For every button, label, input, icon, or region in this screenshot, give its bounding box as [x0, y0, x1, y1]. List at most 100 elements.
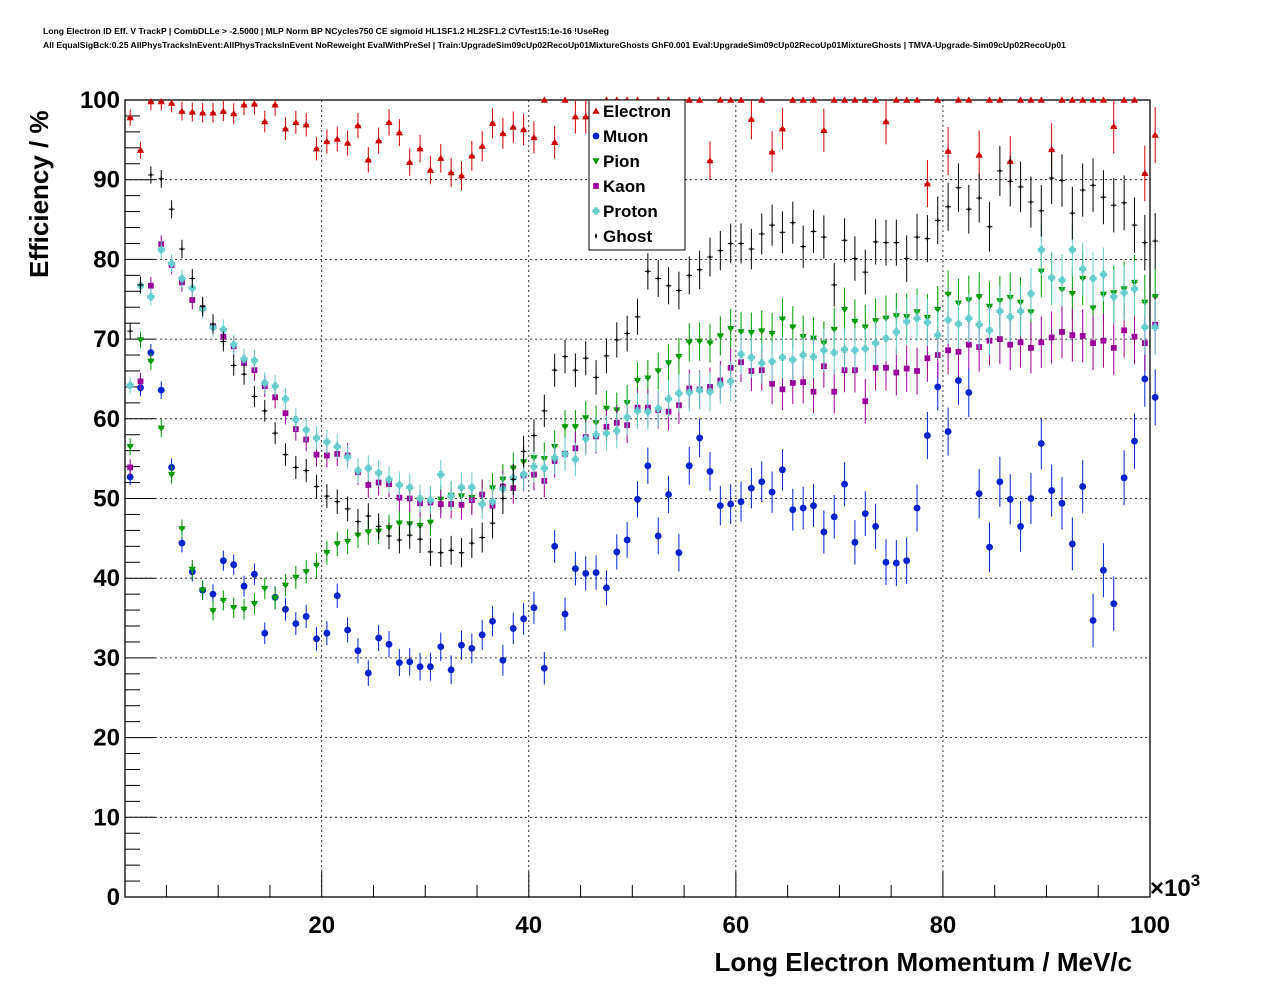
x-tick-label: 40: [515, 912, 542, 939]
data-point: [830, 96, 838, 103]
data-point: [1130, 285, 1139, 293]
data-point: [1068, 540, 1076, 548]
data-point: [1079, 333, 1086, 339]
data-point: [843, 237, 846, 244]
data-point: [737, 498, 745, 506]
data-point: [530, 463, 538, 471]
data-point: [292, 118, 300, 126]
data-point: [188, 566, 196, 574]
data-point: [395, 659, 403, 667]
data-point: [333, 541, 341, 548]
data-point: [716, 96, 724, 103]
data-point: [1089, 274, 1097, 283]
data-point: [139, 281, 142, 289]
data-point: [747, 484, 755, 492]
data-point: [789, 506, 797, 514]
data-point: [478, 142, 486, 149]
data-point: [965, 341, 972, 348]
data-point: [180, 245, 184, 253]
data-point: [924, 355, 931, 362]
data-point: [1037, 246, 1045, 254]
data-point: [812, 228, 815, 235]
data-point: [323, 629, 331, 637]
data-point: [458, 641, 465, 649]
data-point: [1122, 199, 1126, 207]
data-point: [148, 282, 154, 289]
data-point: [312, 145, 321, 152]
data-point: [240, 582, 248, 590]
data-point: [633, 377, 642, 385]
data-point: [137, 378, 144, 385]
data-point: [447, 492, 455, 500]
data-point: [892, 96, 900, 103]
data-point: [219, 325, 227, 334]
data-point: [292, 574, 300, 582]
data-point: [996, 478, 1004, 486]
data-point: [375, 634, 383, 642]
data-point: [779, 466, 786, 474]
legend-marker-pion: [592, 158, 600, 165]
data-point: [157, 386, 165, 394]
data-point: [883, 364, 889, 371]
data-point: [1120, 289, 1128, 297]
data-point: [1019, 183, 1022, 191]
data-point: [926, 235, 929, 242]
x-tick-label: 20: [308, 912, 335, 939]
data-point: [551, 138, 559, 145]
data-point: [336, 498, 339, 505]
data-point: [272, 394, 279, 401]
axis-labels: Long Electron Momentum / MeV/c Efficienc…: [24, 87, 1200, 977]
data-point: [967, 205, 970, 213]
data-point: [499, 656, 507, 664]
data-point: [540, 664, 548, 672]
y-tick-label: 50: [93, 486, 120, 513]
data-point: [903, 557, 911, 565]
data-point: [954, 96, 963, 103]
data-point: [147, 97, 155, 105]
data-point: [688, 272, 691, 279]
data-point: [416, 145, 424, 152]
data-point: [344, 538, 352, 546]
data-point: [1099, 96, 1108, 103]
data-point: [841, 480, 848, 488]
data-point: [800, 379, 807, 386]
data-point: [230, 341, 238, 349]
data-point: [799, 351, 807, 359]
data-point: [1027, 96, 1035, 103]
data-point: [1048, 487, 1056, 494]
data-point: [998, 167, 1002, 175]
data-point: [903, 317, 911, 326]
y-tick-label: 0: [107, 884, 120, 911]
data-point: [634, 495, 641, 503]
data-point: [830, 513, 838, 521]
series-kaon: [127, 235, 1159, 521]
data-point: [250, 570, 258, 578]
data-point: [719, 247, 722, 254]
data-point: [1081, 186, 1084, 194]
data-point: [201, 303, 204, 310]
data-point: [460, 549, 463, 556]
data-point: [862, 398, 869, 405]
data-point: [592, 431, 600, 439]
data-point: [126, 443, 134, 451]
data-point: [654, 532, 662, 540]
data-point: [377, 523, 380, 530]
data-point: [199, 109, 207, 116]
data-point: [271, 101, 279, 108]
data-point: [729, 240, 732, 247]
data-point: [250, 100, 259, 107]
data-point: [219, 107, 227, 114]
data-point: [282, 605, 289, 613]
data-point: [696, 338, 704, 346]
data-point: [294, 464, 297, 471]
data-point: [1016, 96, 1025, 103]
data-point: [861, 345, 869, 353]
data-point: [1017, 522, 1025, 530]
data-point: [768, 148, 776, 155]
x-tick-label: 80: [930, 912, 957, 939]
data-point: [1131, 333, 1138, 340]
data-point: [750, 245, 753, 253]
data-point: [758, 359, 766, 367]
data-point: [706, 340, 714, 347]
